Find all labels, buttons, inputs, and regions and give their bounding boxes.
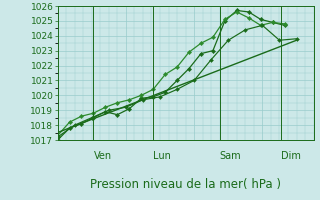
Text: Sam: Sam — [220, 151, 241, 161]
Text: Lun: Lun — [153, 151, 171, 161]
Text: Ven: Ven — [93, 151, 112, 161]
Text: Dim: Dim — [281, 151, 301, 161]
Text: Pression niveau de la mer( hPa ): Pression niveau de la mer( hPa ) — [90, 178, 281, 191]
